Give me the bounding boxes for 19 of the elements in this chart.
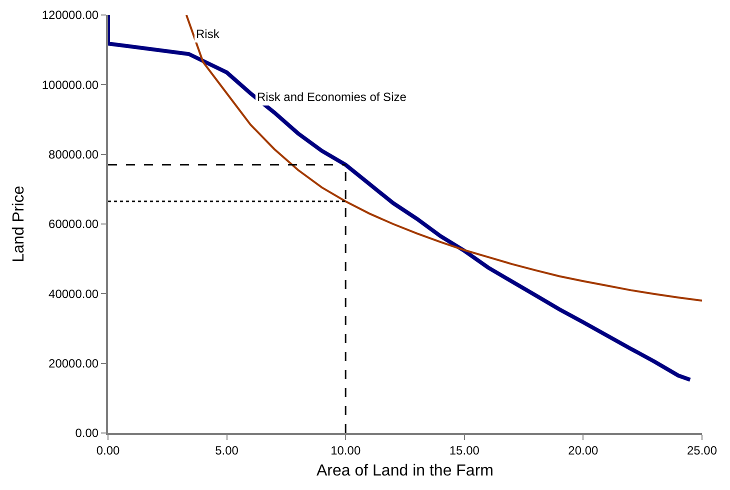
x-tick-label: 0.00 [96, 443, 120, 458]
y-tick-label: 0.00 [75, 426, 99, 440]
x-tick-label: 10.00 [330, 443, 361, 458]
x-axis-title: Area of Land in the Farm [316, 462, 494, 480]
x-tick-label: 5.00 [215, 443, 239, 458]
line-series [108, 15, 692, 382]
x-tick-label: 15.00 [449, 443, 480, 458]
line-series [185, 15, 702, 302]
y-tick-label: 120000.00 [42, 8, 99, 22]
y-tick-label: 80000.00 [48, 148, 99, 162]
y-tick-label: 20000.00 [48, 356, 99, 371]
x-tick-label: 25.00 [686, 443, 718, 458]
x-tick-label: 20.00 [568, 443, 599, 458]
y-axis-title: Land Price [10, 186, 28, 262]
annotation: Risk [196, 27, 220, 41]
y-tick-label: 60000.00 [48, 217, 99, 232]
annotation: Risk and Economies of Size [257, 90, 407, 104]
y-tick-label: 100000.00 [42, 78, 99, 92]
y-tick-label: 40000.00 [48, 286, 99, 301]
